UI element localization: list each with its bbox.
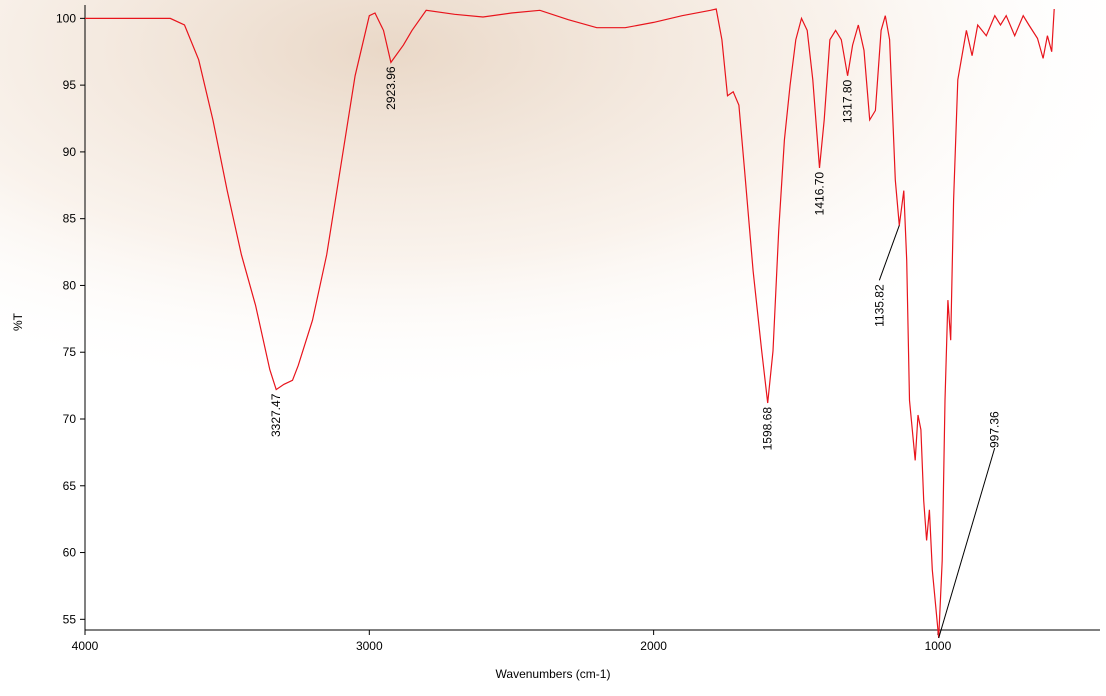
y-tick-label: 75	[63, 345, 77, 359]
x-tick-label: 2000	[640, 639, 667, 653]
y-tick-label: 85	[63, 212, 77, 226]
y-tick-label: 80	[63, 278, 77, 292]
x-tick-label: 3000	[356, 639, 383, 653]
y-tick-label: 55	[63, 612, 77, 626]
peak-label: 1317.80	[841, 79, 855, 123]
y-tick-label: 100	[56, 11, 76, 25]
background	[0, 0, 1106, 500]
y-tick-label: 60	[63, 546, 77, 560]
peak-label: 997.36	[988, 411, 1002, 448]
spectrum-line	[85, 8, 1055, 639]
y-tick-label: 90	[63, 145, 77, 159]
peak-label: 1598.68	[761, 407, 775, 451]
x-tick-label: 1000	[925, 639, 952, 653]
x-tick-label: 4000	[72, 639, 99, 653]
y-tick-label: 70	[63, 412, 77, 426]
x-axis-label: Wavenumbers (cm-1)	[496, 667, 611, 681]
y-axis-label: %T	[11, 312, 25, 331]
y-tick-label: 95	[63, 78, 77, 92]
peak-leader	[878, 225, 900, 281]
peak-label: 2923.96	[384, 66, 398, 110]
peak-label: 3327.47	[269, 393, 283, 437]
y-tick-label: 65	[63, 479, 77, 493]
peak-label: 1135.82	[872, 284, 886, 327]
peak-leader	[938, 447, 996, 639]
peak-label: 1416.70	[812, 172, 826, 216]
